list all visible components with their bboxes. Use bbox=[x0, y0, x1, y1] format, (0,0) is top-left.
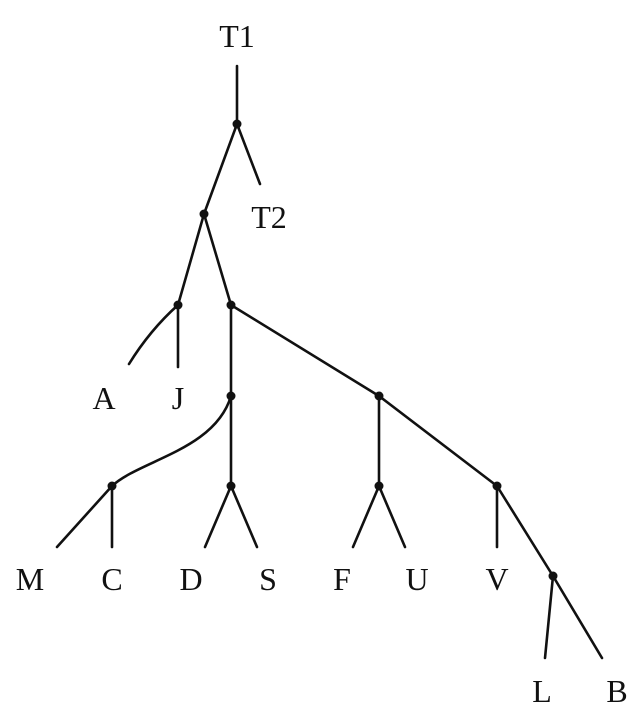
edge-n1-to-n2 bbox=[176, 212, 206, 307]
node-n3 bbox=[226, 300, 236, 310]
edge-n3-to-n5 bbox=[229, 303, 381, 398]
edge-n4-to-n6 bbox=[110, 394, 233, 488]
label-u: U bbox=[405, 561, 428, 597]
node-n5 bbox=[374, 391, 384, 401]
edge-n7-to-s bbox=[229, 484, 259, 549]
node-n8 bbox=[374, 481, 384, 491]
label-j: J bbox=[172, 380, 184, 416]
edge-n5-to-n9 bbox=[377, 394, 499, 488]
edge-n10-to-b bbox=[551, 574, 604, 660]
edge-n8-to-u bbox=[377, 484, 407, 549]
edge-root-to-t2 bbox=[235, 122, 262, 186]
node-n6 bbox=[107, 481, 117, 491]
edge-root-to-n1 bbox=[202, 122, 239, 216]
node-n1 bbox=[199, 209, 209, 219]
edge-n1-to-n3 bbox=[202, 212, 233, 307]
edge-n6-to-m bbox=[55, 484, 114, 549]
tree-edges bbox=[55, 64, 604, 660]
node-n9 bbox=[492, 481, 502, 491]
label-t1: T1 bbox=[219, 18, 255, 54]
label-v: V bbox=[485, 561, 508, 597]
label-m: M bbox=[16, 561, 44, 597]
label-t2: T2 bbox=[251, 199, 287, 235]
edge-n7-to-d bbox=[203, 484, 233, 549]
tree-nodes bbox=[107, 119, 558, 581]
label-l: L bbox=[532, 673, 552, 709]
edge-n10-to-l bbox=[543, 574, 555, 660]
label-a: A bbox=[92, 380, 115, 416]
label-f: F bbox=[333, 561, 351, 597]
tree-labels: T1 T2 A J M C D S F U V L B bbox=[16, 18, 628, 709]
label-s: S bbox=[259, 561, 277, 597]
node-n7 bbox=[226, 481, 236, 491]
node-root bbox=[232, 119, 242, 129]
label-c: C bbox=[101, 561, 122, 597]
node-n2 bbox=[173, 300, 183, 310]
node-n4 bbox=[226, 391, 236, 401]
label-d: D bbox=[179, 561, 202, 597]
edge-n2-to-a bbox=[127, 303, 180, 366]
edge-n8-to-f bbox=[351, 484, 381, 549]
node-n10 bbox=[548, 571, 558, 581]
label-b: B bbox=[606, 673, 627, 709]
edge-n9-to-n10 bbox=[495, 484, 555, 578]
